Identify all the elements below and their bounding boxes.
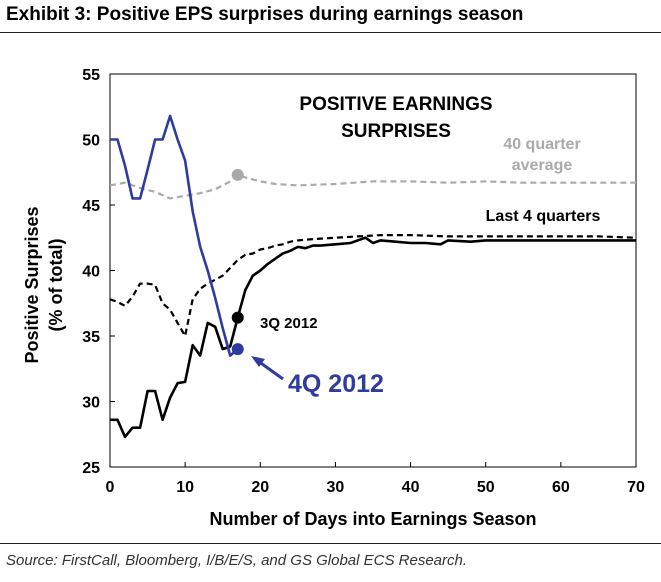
x-tick-label: 30 bbox=[327, 479, 345, 496]
annotation-4q-2012: 4Q 2012 bbox=[288, 370, 384, 398]
arrow-4q-2012 bbox=[251, 356, 284, 381]
y-tick-label: 55 bbox=[82, 67, 100, 84]
arrow-shaft bbox=[257, 359, 284, 381]
marker-40-quarter-average bbox=[231, 168, 244, 181]
arrow-head bbox=[251, 356, 265, 367]
annotation-40q-line-2: average bbox=[512, 157, 573, 174]
y-tick-label: 30 bbox=[82, 395, 100, 412]
top-rule bbox=[0, 32, 661, 33]
inner-title-line-1: POSITIVE EARNINGS bbox=[299, 94, 492, 115]
y-tick-label: 50 bbox=[82, 133, 100, 150]
x-tick-label: 50 bbox=[477, 479, 495, 496]
x-tick-label: 0 bbox=[106, 479, 115, 496]
y-tick-label: 35 bbox=[82, 329, 100, 346]
x-tick-label: 20 bbox=[251, 479, 269, 496]
series-4q-2012-line bbox=[110, 114, 239, 357]
x-tick-label: 10 bbox=[176, 479, 194, 496]
marker-4q-2012 bbox=[231, 343, 244, 356]
y-tick-label: 40 bbox=[82, 264, 100, 281]
series-lines bbox=[109, 114, 637, 439]
y-tick-label: 45 bbox=[82, 198, 100, 215]
annotation-3q-2012: 3Q 2012 bbox=[260, 315, 318, 332]
y-axis-label-line-1: Positive Surprises bbox=[22, 206, 42, 363]
series-3q-2012-line bbox=[110, 236, 636, 439]
y-axis-label-line-2: (% of total) bbox=[46, 239, 66, 332]
annotation-40q-line-1: 40 quarter bbox=[503, 136, 580, 153]
marker-3q-2012 bbox=[231, 311, 244, 324]
x-tick-label: 40 bbox=[402, 479, 420, 496]
bottom-rule bbox=[0, 543, 661, 544]
x-axis-label: Number of Days into Earnings Season bbox=[209, 509, 536, 529]
x-tick-label: 70 bbox=[627, 479, 645, 496]
exhibit-title: Exhibit 3: Positive EPS surprises during… bbox=[6, 4, 524, 25]
source-note: Source: FirstCall, Bloomberg, I/B/E/S, a… bbox=[6, 552, 468, 569]
series-last-4-quarters-line bbox=[109, 234, 637, 338]
axis-ticks: 0 10 20 30 40 50 60 70 25 30 35 40 45 50 55 bbox=[82, 67, 645, 496]
series-markers bbox=[231, 168, 244, 356]
y-tick-label: 25 bbox=[82, 460, 100, 477]
inner-title-line-2: SURPRISES bbox=[341, 121, 451, 142]
x-tick-label: 60 bbox=[552, 479, 570, 496]
annotation-last-4-quarters: Last 4 quarters bbox=[486, 208, 601, 225]
